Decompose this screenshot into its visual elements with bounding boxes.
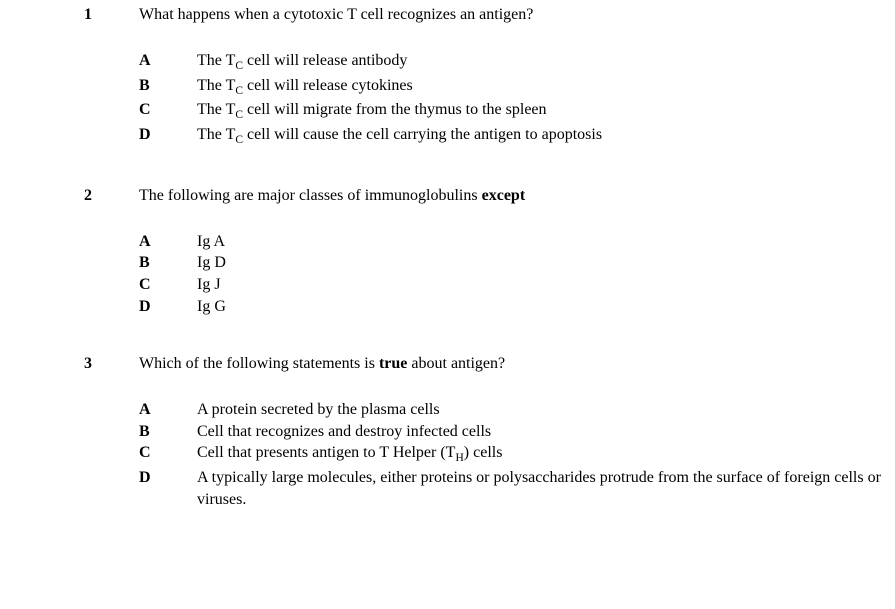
option-row: CIg J (139, 274, 885, 296)
text-segment: cell will migrate from the thymus to the… (243, 101, 546, 118)
option-letter: C (139, 99, 197, 121)
stem-text: The following are major classes of immun… (139, 187, 482, 204)
stem-text: Which of the following statements is (139, 355, 379, 372)
stem-bold: except (482, 187, 526, 204)
option-text: The TC cell will release antibody (197, 50, 885, 75)
option-text: Cell that presents antigen to T Helper (… (197, 442, 885, 467)
text-segment: A typically large molecules, either prot… (197, 469, 881, 508)
subscript: H (455, 453, 463, 465)
question-block: 3Which of the following statements is tr… (84, 355, 885, 510)
text-segment: The T (197, 77, 235, 94)
options-list: AA protein secreted by the plasma cellsB… (84, 399, 885, 510)
question-row: 2The following are major classes of immu… (84, 187, 885, 205)
text-segment: Ig G (197, 298, 226, 315)
option-row: DIg G (139, 296, 885, 318)
option-row: CCell that presents antigen to T Helper … (139, 442, 885, 467)
text-segment: The T (197, 52, 235, 69)
option-text: Cell that recognizes and destroy infecte… (197, 421, 885, 443)
option-row: AThe TC cell will release antibody (139, 50, 885, 75)
question-row: 3Which of the following statements is tr… (84, 355, 885, 373)
option-text: Ig J (197, 274, 885, 296)
text-segment: Ig D (197, 254, 226, 271)
question-block: 1What happens when a cytotoxic T cell re… (84, 6, 885, 149)
question-number: 2 (84, 187, 139, 205)
option-row: AIg A (139, 231, 885, 253)
text-segment: cell will release antibody (243, 52, 407, 69)
option-row: DA typically large molecules, either pro… (139, 467, 885, 510)
question-block: 2The following are major classes of immu… (84, 187, 885, 317)
text-segment: Ig J (197, 276, 221, 293)
stem-bold: true (379, 355, 407, 372)
question-number: 3 (84, 355, 139, 373)
option-letter: C (139, 274, 197, 296)
option-row: BIg D (139, 252, 885, 274)
subscript: C (235, 60, 243, 72)
option-row: DThe TC cell will cause the cell carryin… (139, 124, 885, 149)
option-letter: A (139, 399, 197, 421)
exam-page: 1What happens when a cytotoxic T cell re… (0, 0, 895, 609)
text-segment: The T (197, 101, 235, 118)
option-letter: B (139, 421, 197, 443)
text-segment: Cell that presents antigen to T Helper (… (197, 444, 455, 461)
text-segment: ) cells (464, 444, 503, 461)
question-stem: What happens when a cytotoxic T cell rec… (139, 6, 885, 24)
option-letter: D (139, 124, 197, 146)
stem-text: about antigen? (407, 355, 505, 372)
option-row: BCell that recognizes and destroy infect… (139, 421, 885, 443)
option-row: AA protein secreted by the plasma cells (139, 399, 885, 421)
subscript: C (235, 110, 243, 122)
subscript: C (235, 85, 243, 97)
option-row: BThe TC cell will release cytokines (139, 75, 885, 100)
option-letter: A (139, 231, 197, 253)
question-row: 1What happens when a cytotoxic T cell re… (84, 6, 885, 24)
option-text: Ig D (197, 252, 885, 274)
text-segment: cell will cause the cell carrying the an… (243, 126, 602, 143)
text-segment: cell will release cytokines (243, 77, 413, 94)
option-text: A typically large molecules, either prot… (197, 467, 885, 510)
option-text: Ig G (197, 296, 885, 318)
option-letter: D (139, 296, 197, 318)
stem-text: What happens when a cytotoxic T cell rec… (139, 6, 533, 23)
option-text: The TC cell will cause the cell carrying… (197, 124, 885, 149)
option-letter: D (139, 467, 197, 489)
option-text: A protein secreted by the plasma cells (197, 399, 885, 421)
question-number: 1 (84, 6, 139, 24)
option-text: Ig A (197, 231, 885, 253)
subscript: C (235, 134, 243, 146)
option-row: CThe TC cell will migrate from the thymu… (139, 99, 885, 124)
option-letter: B (139, 75, 197, 97)
text-segment: Ig A (197, 233, 225, 250)
question-stem: The following are major classes of immun… (139, 187, 885, 205)
option-letter: B (139, 252, 197, 274)
option-letter: C (139, 442, 197, 464)
question-stem: Which of the following statements is tru… (139, 355, 885, 373)
text-segment: The T (197, 126, 235, 143)
option-text: The TC cell will migrate from the thymus… (197, 99, 885, 124)
option-text: The TC cell will release cytokines (197, 75, 885, 100)
option-letter: A (139, 50, 197, 72)
text-segment: Cell that recognizes and destroy infecte… (197, 423, 491, 440)
options-list: AThe TC cell will release antibodyBThe T… (84, 50, 885, 149)
options-list: AIg ABIg DCIg JDIg G (84, 231, 885, 317)
text-segment: A protein secreted by the plasma cells (197, 401, 440, 418)
